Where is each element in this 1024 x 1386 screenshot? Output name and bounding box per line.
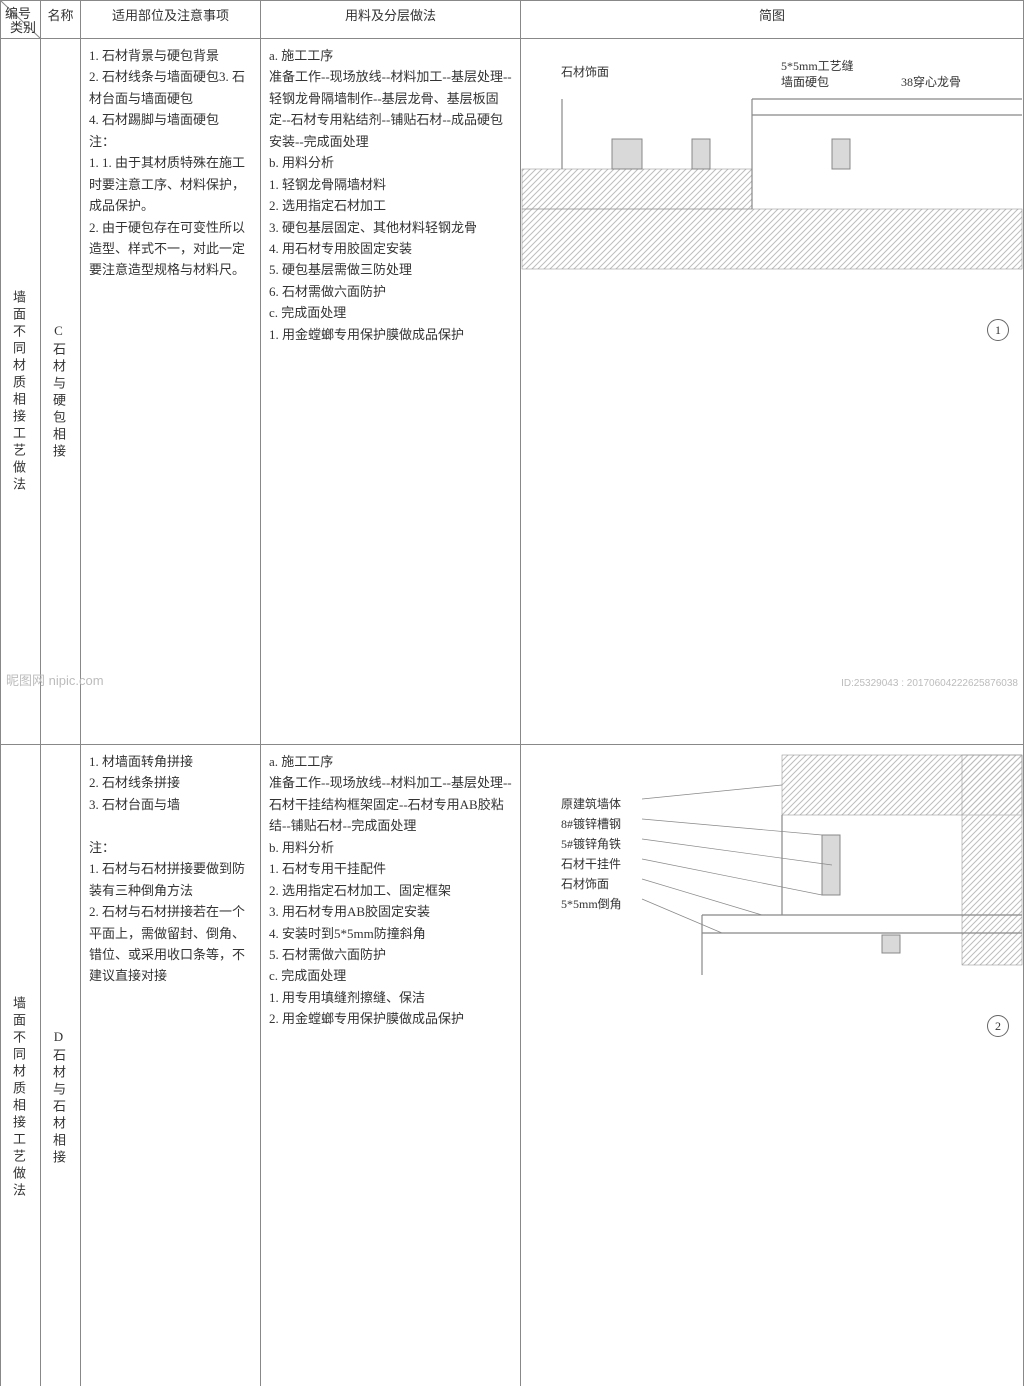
diagram-label: 墙面硬包	[781, 73, 829, 90]
header-row: 编号 类别 名称 适用部位及注意事项 用料及分层做法 简图	[1, 1, 1024, 39]
diagram-wrap: 原建筑墙体 8#镀锌槽钢 5#镀锌角铁石材干挂件石材饰面 5*5mm倒角 2	[521, 745, 1023, 1045]
category-cell: 墙面不同材质相接工艺做法	[1, 39, 41, 745]
process-table: 编号 类别 名称 适用部位及注意事项 用料及分层做法 简图 墙面不同材质相接工艺…	[0, 0, 1024, 1386]
header-diagram: 简图	[521, 1, 1024, 39]
location-notes-text: 1. 石材背景与硬包背景2. 石材线条与墙面硬包3. 石材台面与墙面硬包4. 石…	[89, 45, 252, 281]
diagram-label: 5*5mm工艺缝	[781, 57, 854, 74]
watermark-left: 昵图网 nipic.com	[6, 670, 104, 689]
materials-text: a. 施工工序准备工作--现场放线--材料加工--基层处理--石材干挂结构框架固…	[269, 751, 512, 1030]
category-text: 墙面不同材质相接工艺做法	[9, 751, 28, 1386]
location-notes-cell: 1. 材墙面转角拼接2. 石材线条拼接3. 石材台面与墙注：1. 石材与石材拼接…	[81, 745, 261, 1386]
diagram-number: 1	[987, 319, 1009, 341]
table-row: 墙面不同材质相接工艺做法 C石材与硬包相接 1. 石材背景与硬包背景2. 石材线条与…	[1, 39, 1024, 745]
category-cell: 墙面不同材质相接工艺做法	[1, 745, 41, 1386]
materials-text: a. 施工工序准备工作--现场放线--材料加工--基层处理--轻钢龙骨隔墙制作-…	[269, 45, 512, 345]
header-location: 适用部位及注意事项	[81, 1, 261, 39]
diagram-label: 原建筑墙体	[561, 795, 621, 812]
header-name: 名称	[41, 1, 81, 39]
name-cell: D石材与石材相接	[41, 745, 81, 1386]
diagram-label: 5#镀锌角铁	[561, 835, 621, 852]
diagram-label: 石材饰面	[561, 63, 609, 80]
header-index: 编号 类别	[1, 1, 41, 39]
name-text: D石材与石材相接	[49, 751, 68, 1386]
table-row: 墙面不同材质相接工艺做法 D石材与石材相接 1. 材墙面转角拼接2. 石材线条拼接3…	[1, 745, 1024, 1386]
diagram-label: 石材饰面	[561, 875, 609, 892]
name-text: C石材与硬包相接	[49, 45, 68, 738]
diagram-wrap: 石材饰面 5*5mm工艺缝墙面硬包 38穿心龙骨 1	[521, 39, 1023, 349]
diagram-label: 5*5mm倒角	[561, 895, 622, 912]
watermark-right: ID:25329043 : 20170604222625876038	[841, 678, 1018, 689]
diagram-cell: 原建筑墙体 8#镀锌槽钢 5#镀锌角铁石材干挂件石材饰面 5*5mm倒角 2	[521, 745, 1024, 1386]
header-materials: 用料及分层做法	[261, 1, 521, 39]
materials-cell: a. 施工工序准备工作--现场放线--材料加工--基层处理--轻钢龙骨隔墙制作-…	[261, 39, 521, 745]
category-text: 墙面不同材质相接工艺做法	[9, 45, 28, 738]
location-notes-cell: 1. 石材背景与硬包背景2. 石材线条与墙面硬包3. 石材台面与墙面硬包4. 石…	[81, 39, 261, 745]
diagram-label: 石材干挂件	[561, 855, 621, 872]
diagram-cell: 石材饰面 5*5mm工艺缝墙面硬包 38穿心龙骨 1	[521, 39, 1024, 745]
diagram-label: 8#镀锌槽钢	[561, 815, 621, 832]
header-index-bottom: 类别	[10, 17, 36, 36]
diagram-label: 38穿心龙骨	[901, 73, 961, 90]
location-notes-text: 1. 材墙面转角拼接2. 石材线条拼接3. 石材台面与墙注：1. 石材与石材拼接…	[89, 751, 252, 987]
name-cell: C石材与硬包相接	[41, 39, 81, 745]
materials-cell: a. 施工工序准备工作--现场放线--材料加工--基层处理--石材干挂结构框架固…	[261, 745, 521, 1386]
diagram-number: 2	[987, 1015, 1009, 1037]
